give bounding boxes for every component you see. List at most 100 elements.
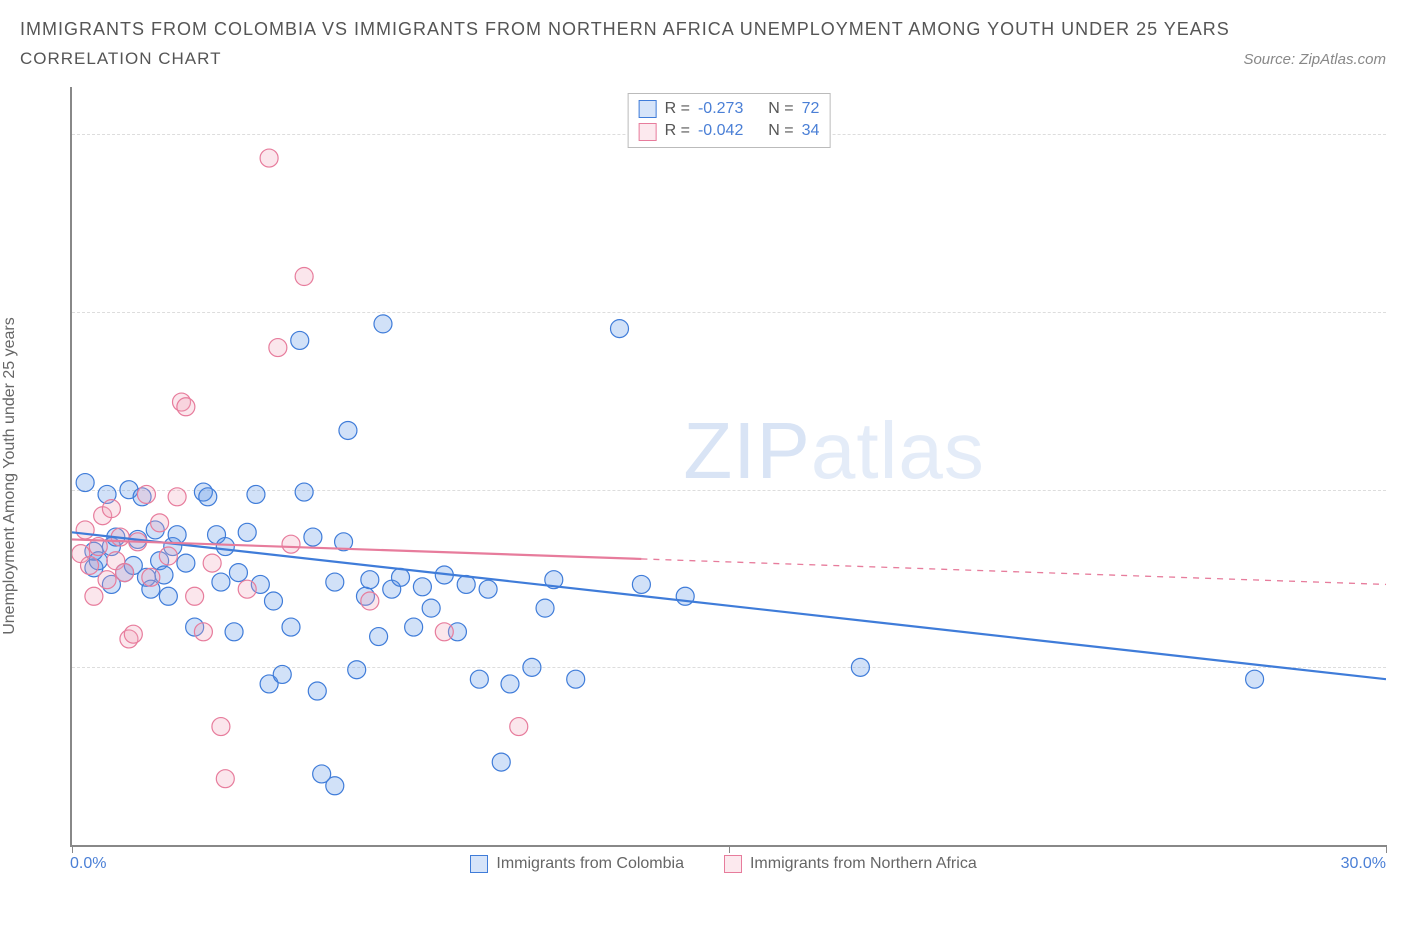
data-point bbox=[348, 661, 366, 679]
stat-n-value: 72 bbox=[802, 98, 820, 120]
data-point bbox=[225, 623, 243, 641]
y-tick-label: 7.5% bbox=[1396, 658, 1406, 676]
x-tick-mark bbox=[72, 845, 73, 853]
stat-r-label: R = bbox=[665, 98, 690, 120]
data-point bbox=[492, 753, 510, 771]
data-point bbox=[470, 670, 488, 688]
data-point bbox=[81, 556, 99, 574]
data-point bbox=[1246, 670, 1264, 688]
chart-container: Unemployment Among Youth under 25 years … bbox=[20, 87, 1386, 847]
series-swatch bbox=[639, 100, 657, 118]
plot-area: ZIPatlas R =-0.273 N =72R =-0.042 N =34 … bbox=[70, 87, 1386, 847]
stats-row: R = -0.042 N = 34 bbox=[639, 120, 820, 142]
data-point bbox=[536, 599, 554, 617]
data-point bbox=[295, 483, 313, 501]
data-point bbox=[392, 568, 410, 586]
data-point bbox=[212, 573, 230, 591]
stat-n-value: 34 bbox=[802, 120, 820, 142]
x-axis-min-label: 0.0% bbox=[70, 855, 106, 873]
x-axis-max-label: 30.0% bbox=[1341, 855, 1386, 873]
data-point bbox=[98, 571, 116, 589]
data-point bbox=[413, 578, 431, 596]
data-point bbox=[523, 658, 541, 676]
y-axis-label: Unemployment Among Youth under 25 years bbox=[1, 317, 19, 635]
data-point bbox=[370, 628, 388, 646]
scatter-plot-svg bbox=[72, 87, 1386, 845]
data-point bbox=[304, 528, 322, 546]
x-tick-mark bbox=[729, 845, 730, 853]
data-point bbox=[238, 523, 256, 541]
data-point bbox=[124, 625, 142, 643]
data-point bbox=[238, 580, 256, 598]
data-point bbox=[177, 398, 195, 416]
data-point bbox=[510, 718, 528, 736]
data-point bbox=[291, 331, 309, 349]
data-point bbox=[116, 564, 134, 582]
data-point bbox=[611, 320, 629, 338]
data-point bbox=[264, 592, 282, 610]
data-point bbox=[405, 618, 423, 636]
data-point bbox=[339, 421, 357, 439]
data-point bbox=[282, 535, 300, 553]
data-point bbox=[168, 526, 186, 544]
chart-subtitle: CORRELATION CHART bbox=[20, 49, 222, 69]
y-tick-label: 15.0% bbox=[1396, 481, 1406, 499]
data-point bbox=[308, 682, 326, 700]
data-point bbox=[159, 547, 177, 565]
stat-n-label: N = bbox=[768, 98, 793, 120]
series-swatch bbox=[639, 123, 657, 141]
chart-title: IMMIGRANTS FROM COLOMBIA VS IMMIGRANTS F… bbox=[20, 16, 1386, 43]
legend: Immigrants from Colombia Immigrants from … bbox=[470, 855, 976, 873]
stat-r-value: -0.273 bbox=[698, 98, 743, 120]
data-point bbox=[159, 587, 177, 605]
data-point bbox=[361, 592, 379, 610]
data-point bbox=[479, 580, 497, 598]
data-point bbox=[199, 488, 217, 506]
data-point bbox=[212, 718, 230, 736]
data-point bbox=[260, 149, 278, 167]
legend-item: Immigrants from Northern Africa bbox=[724, 855, 977, 873]
correlation-stats-box: R = -0.273 N = 72 R = -0.042 N = 34 bbox=[628, 93, 831, 148]
legend-swatch bbox=[724, 855, 742, 873]
data-point bbox=[435, 623, 453, 641]
x-axis-footer: 0.0% Immigrants from ColombiaImmigrants … bbox=[70, 855, 1386, 873]
data-point bbox=[361, 571, 379, 589]
data-point bbox=[216, 538, 234, 556]
data-point bbox=[269, 339, 287, 357]
x-tick-mark bbox=[1386, 845, 1387, 853]
legend-swatch bbox=[470, 855, 488, 873]
data-point bbox=[501, 675, 519, 693]
stat-n-label: N = bbox=[768, 120, 793, 142]
data-point bbox=[76, 474, 94, 492]
chart-header: IMMIGRANTS FROM COLOMBIA VS IMMIGRANTS F… bbox=[0, 0, 1406, 77]
data-point bbox=[282, 618, 300, 636]
y-tick-label: 30.0% bbox=[1396, 125, 1406, 143]
legend-label: Immigrants from Colombia bbox=[496, 855, 684, 873]
data-point bbox=[567, 670, 585, 688]
data-point bbox=[76, 521, 94, 539]
source-label: Source: ZipAtlas.com bbox=[1243, 51, 1386, 68]
data-point bbox=[102, 500, 120, 518]
y-tick-label: 22.5% bbox=[1396, 303, 1406, 321]
data-point bbox=[186, 587, 204, 605]
data-point bbox=[168, 488, 186, 506]
stat-r-value: -0.042 bbox=[698, 120, 743, 142]
data-point bbox=[273, 665, 291, 683]
data-point bbox=[216, 770, 234, 788]
data-point bbox=[326, 573, 344, 591]
data-point bbox=[229, 564, 247, 582]
data-point bbox=[151, 514, 169, 532]
stat-r-label: R = bbox=[665, 120, 690, 142]
legend-label: Immigrants from Northern Africa bbox=[750, 855, 977, 873]
legend-item: Immigrants from Colombia bbox=[470, 855, 684, 873]
data-point bbox=[295, 268, 313, 286]
data-point bbox=[326, 777, 344, 795]
data-point bbox=[422, 599, 440, 617]
data-point bbox=[247, 485, 265, 503]
data-point bbox=[177, 554, 195, 572]
data-point bbox=[85, 587, 103, 605]
trend-line-extrapolated bbox=[641, 559, 1386, 585]
data-point bbox=[632, 575, 650, 593]
data-point bbox=[374, 315, 392, 333]
data-point bbox=[142, 568, 160, 586]
